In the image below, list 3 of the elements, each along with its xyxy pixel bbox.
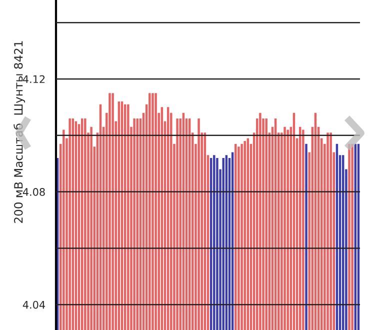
y-tick-label: 4.08: [22, 188, 45, 196]
y-tick-label: 4.12: [22, 75, 45, 83]
y-tick-label: 4.04: [22, 300, 45, 309]
